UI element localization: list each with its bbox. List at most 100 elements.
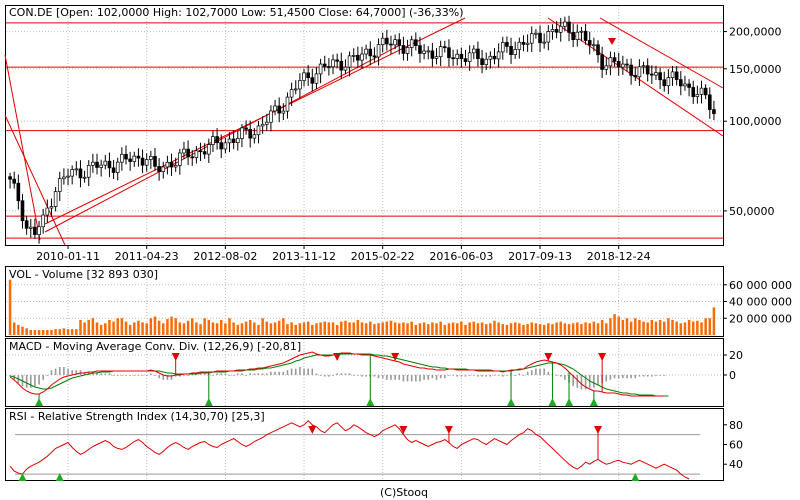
candle-body [488, 55, 493, 60]
volume-bar [513, 322, 517, 335]
candle-body [107, 160, 112, 169]
volume-bar [427, 324, 430, 335]
macd-histogram-bar [315, 373, 318, 375]
volume-bar [25, 328, 28, 335]
macd-histogram-bar [456, 375, 459, 377]
candle-body [157, 165, 161, 172]
candle-body [529, 33, 534, 44]
candle-body [579, 30, 584, 33]
macd-histogram-bar [613, 375, 616, 379]
volume-bar [37, 329, 41, 335]
price-y-tick-label: 50,0000 [729, 205, 775, 218]
candle-body [418, 45, 422, 54]
macd-sell-marker [391, 353, 400, 361]
volume-bar [236, 324, 240, 335]
volume-bar [178, 322, 182, 335]
macd-histogram-bar [642, 375, 645, 377]
rsi-y-ticks: 80 60 40 [723, 419, 743, 471]
volume-pane: VOL - Volume [32 893 030] 60 000 000 40 0… [5, 266, 792, 337]
candle-body [691, 87, 696, 97]
volume-bar [609, 318, 612, 335]
volume-bar [530, 322, 533, 335]
volume-bar [369, 321, 372, 335]
candle-body [66, 175, 70, 178]
candle-body [476, 48, 480, 60]
macd-histogram-bar [344, 373, 347, 375]
candle-body [99, 164, 103, 168]
downtrend-line-2 [4, 114, 66, 246]
candle-body [459, 53, 464, 60]
candle-body [314, 73, 319, 84]
candle-body [521, 41, 526, 45]
candle-body [546, 31, 551, 43]
volume-bar [464, 324, 467, 335]
macd-histogram-bar [340, 373, 343, 375]
volume-bar [116, 318, 119, 335]
macd-histogram-bar [526, 371, 529, 375]
candle-body [335, 59, 339, 62]
volume-bar [634, 318, 637, 335]
candle-body [207, 144, 211, 155]
volume-bar [153, 316, 157, 335]
candle-body [505, 42, 509, 47]
volume-bar [261, 318, 264, 335]
channel-line-4 [599, 17, 724, 89]
macd-histogram-bar [162, 375, 165, 380]
volume-bar [625, 318, 629, 335]
volume-bar [364, 323, 368, 335]
volume-bar [99, 324, 103, 335]
volume-bar [547, 323, 550, 335]
volume-bar [493, 320, 496, 335]
rsi-sell-marker [308, 426, 317, 434]
volume-bar [182, 323, 186, 335]
volume-bar [298, 323, 302, 335]
macd-histogram-bar [506, 375, 508, 376]
volume-bar [108, 319, 111, 335]
candle-body [45, 207, 50, 216]
macd-histogram-bar [646, 375, 649, 377]
macd-y-ticks: 20 0 [723, 349, 743, 382]
macd-histogram-bar [530, 370, 533, 375]
volume-bar [675, 321, 678, 335]
candle-body [451, 57, 455, 60]
candle-body [240, 127, 244, 139]
volume-bar [327, 322, 331, 335]
candle-body [260, 123, 265, 127]
volume-bar [563, 323, 567, 335]
candle-body [372, 55, 377, 58]
candle-body [74, 168, 79, 171]
candle-body [563, 21, 567, 27]
candle-body [285, 96, 290, 112]
macd-histogram-bar [145, 375, 148, 376]
volume-bar [124, 321, 128, 335]
price-title: CON.DE [Open: 102,0000 High: 102,7000 Lo… [9, 6, 464, 19]
rsi-title: RSI - Relative Strength Index (14,30,70)… [9, 410, 265, 423]
candle-body [211, 136, 215, 145]
volume-bar [224, 323, 227, 335]
candle-body [78, 168, 83, 179]
candle-body [128, 158, 132, 162]
candle-body [575, 31, 580, 40]
candle-body [467, 52, 472, 62]
volume-bar [422, 322, 426, 335]
macd-sell-marker [171, 353, 180, 361]
macd-histogram-bar [158, 375, 160, 379]
volume-bar [12, 322, 16, 335]
candle-body [273, 105, 277, 112]
candle-body [637, 66, 642, 78]
macd-histogram-bar [415, 375, 417, 382]
volume-bar [269, 323, 273, 335]
candle-body [91, 161, 95, 166]
candle-body [120, 153, 124, 163]
volume-bar [133, 322, 136, 335]
candle-body [625, 63, 629, 66]
candle-body [509, 46, 513, 55]
candle-body [422, 50, 426, 54]
volume-bar [571, 323, 575, 335]
candle-body [215, 136, 219, 143]
volume-bar [141, 322, 144, 335]
macd-histogram-bar [605, 375, 608, 382]
price-x-tick-label: 2011-04-23 [115, 250, 179, 263]
candle-body [53, 191, 58, 207]
macd-histogram-bar [179, 375, 181, 377]
